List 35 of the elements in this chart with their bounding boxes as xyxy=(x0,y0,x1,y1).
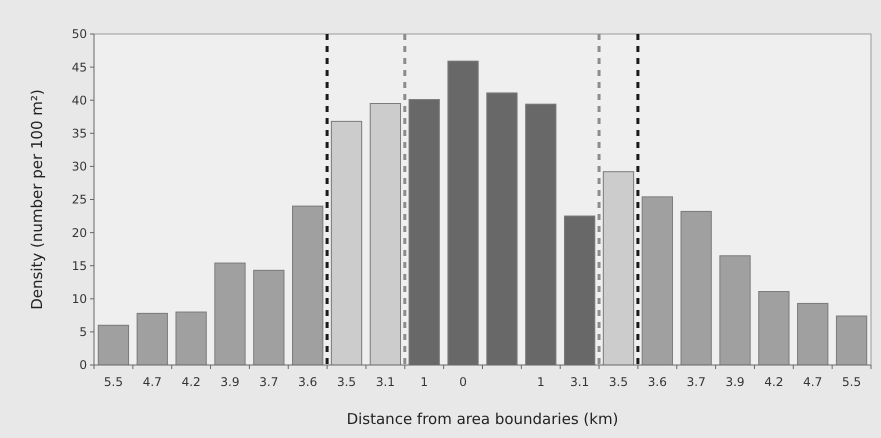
x-tick-label: 1 xyxy=(536,375,545,389)
x-tick-label: 5.5 xyxy=(104,375,123,389)
y-tick-label: 10 xyxy=(72,292,87,306)
x-tick-label: 3.1 xyxy=(376,375,395,389)
x-tick-label: 3.5 xyxy=(336,375,356,389)
x-tick-label: 4.2 xyxy=(182,375,201,389)
x-tick-label: 3.6 xyxy=(298,375,318,389)
y-tick-label: 15 xyxy=(72,258,87,273)
x-tick-label: 3.9 xyxy=(220,375,240,389)
y-tick-label: 45 xyxy=(72,60,87,74)
x-tick-label: 4.2 xyxy=(764,375,784,389)
x-tick-label: 0 xyxy=(459,375,467,389)
x-tick-label: 4.7 xyxy=(803,375,822,389)
y-axis-title: Density (number per 100 m²) xyxy=(28,89,46,310)
y-tick-label: 50 xyxy=(72,27,87,42)
y-tick-label: 30 xyxy=(72,160,87,174)
x-tick-label: 3.6 xyxy=(648,375,667,389)
y-tick-label: 20 xyxy=(72,226,87,240)
bar xyxy=(370,103,402,366)
bar xyxy=(330,120,362,366)
y-tick-label: 25 xyxy=(72,192,87,207)
x-tick-label: 3.1 xyxy=(570,375,590,389)
x-axis-title: Distance from area boundaries (km) xyxy=(346,410,618,428)
x-tick-label: 3.9 xyxy=(725,375,745,389)
bar xyxy=(602,171,634,366)
x-tick-label: 4.7 xyxy=(142,375,162,389)
x-tick-label: 1 xyxy=(420,375,428,389)
y-tick-label: 40 xyxy=(72,93,87,108)
x-tick-label: 3.7 xyxy=(686,375,706,389)
y-tick-label: 0 xyxy=(79,358,87,372)
x-tick-label: 3.5 xyxy=(608,375,628,389)
y-tick-label: 35 xyxy=(72,126,87,140)
x-tick-label: 3.7 xyxy=(259,375,278,389)
y-tick-label: 5 xyxy=(79,325,87,340)
x-tick-label: 5.5 xyxy=(842,375,862,389)
